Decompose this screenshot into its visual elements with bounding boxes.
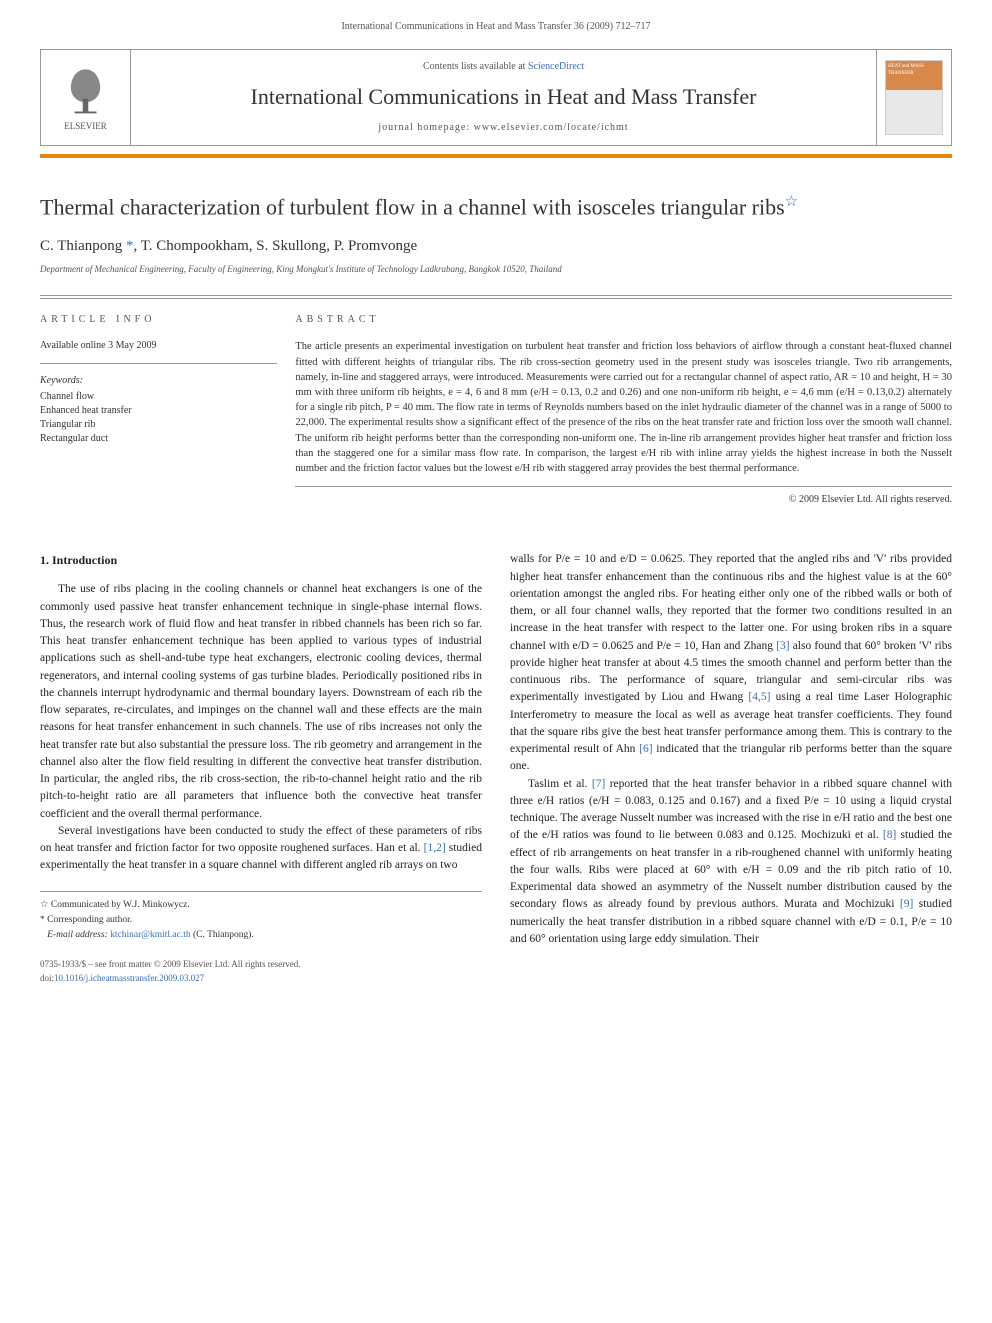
journal-cover-thumb: HEAT and MASS TRANSFER: [885, 60, 943, 135]
email-label: E-mail address:: [47, 930, 110, 940]
abstract-label: ABSTRACT: [295, 313, 952, 327]
footnote-communicated: ☆ Communicated by W.J. Minkowycz.: [40, 898, 482, 912]
citation-link[interactable]: [1,2]: [424, 842, 446, 854]
keyword: Enhanced heat transfer: [40, 404, 277, 418]
citation-link[interactable]: [4,5]: [748, 691, 770, 703]
footnote-symbol: ☆: [40, 900, 49, 910]
running-head: International Communications in Heat and…: [40, 20, 952, 34]
abstract-col: ABSTRACT The article presents an experim…: [295, 298, 952, 521]
citation-link[interactable]: [7]: [592, 778, 605, 790]
masthead-center: Contents lists available at ScienceDirec…: [131, 50, 876, 145]
body-paragraph: walls for P/e = 10 and e/D = 0.0625. The…: [510, 551, 952, 775]
contents-line: Contents lists available at ScienceDirec…: [141, 60, 866, 74]
citation-link[interactable]: [9]: [900, 898, 913, 910]
affiliation: Department of Mechanical Engineering, Fa…: [40, 263, 952, 276]
front-matter-line: 0735-1933/$ – see front matter © 2009 El…: [40, 958, 482, 972]
elsevier-tree-icon: [58, 62, 113, 117]
homepage-prefix: journal homepage:: [378, 122, 473, 133]
text-run: Several investigations have been conduct…: [40, 825, 482, 854]
author-list: C. Thianpong *, T. Chompookham, S. Skull…: [40, 238, 417, 254]
homepage-line: journal homepage: www.elsevier.com/locat…: [141, 121, 866, 135]
footnote-text: Communicated by W.J. Minkowycz.: [49, 900, 190, 910]
body-paragraph: Taslim et al. [7] reported that the heat…: [510, 776, 952, 949]
section-heading: 1. Introduction: [40, 551, 482, 569]
email-link[interactable]: ktchinar@kmitl.ac.th: [110, 930, 191, 940]
title-text: Thermal characterization of turbulent fl…: [40, 194, 785, 219]
text-run: Taslim et al.: [528, 778, 592, 790]
available-online: Available online 3 May 2009: [40, 339, 277, 364]
journal-name: International Communications in Heat and…: [141, 82, 866, 113]
abstract-text: The article presents an experimental inv…: [295, 339, 952, 487]
email-suffix: (C. Thianpong).: [191, 930, 254, 940]
authors: C. Thianpong *, T. Chompookham, S. Skull…: [40, 236, 952, 257]
page-footer: 0735-1933/$ – see front matter © 2009 El…: [40, 958, 482, 985]
keywords-label: Keywords:: [40, 374, 277, 388]
info-abstract-row: ARTICLE INFO Available online 3 May 2009…: [40, 295, 952, 521]
footnotes: ☆ Communicated by W.J. Minkowycz. * Corr…: [40, 891, 482, 943]
body-col-right: walls for P/e = 10 and e/D = 0.0625. The…: [510, 551, 952, 985]
title-note-symbol[interactable]: ☆: [785, 194, 798, 210]
journal-cover-box: HEAT and MASS TRANSFER: [876, 50, 951, 145]
text-run: walls for P/e = 10 and e/D = 0.0625. The…: [510, 553, 952, 651]
footnote-email: E-mail address: ktchinar@kmitl.ac.th (C.…: [40, 928, 482, 942]
corresponding-marker[interactable]: *: [126, 238, 134, 254]
homepage-url[interactable]: www.elsevier.com/locate/ichmt: [474, 122, 629, 133]
publisher-logo-box: ELSEVIER: [41, 50, 131, 145]
article-title: Thermal characterization of turbulent fl…: [40, 193, 952, 222]
footnote-text: Corresponding author.: [45, 915, 132, 925]
article-info-col: ARTICLE INFO Available online 3 May 2009…: [40, 298, 295, 521]
doi-line: doi:10.1016/j.icheatmasstransfer.2009.03…: [40, 972, 482, 986]
doi-link[interactable]: 10.1016/j.icheatmasstransfer.2009.03.027: [54, 973, 204, 983]
body-col-left: 1. Introduction The use of ribs placing …: [40, 551, 482, 985]
article-info-label: ARTICLE INFO: [40, 313, 277, 327]
keyword: Rectangular duct: [40, 432, 277, 446]
citation-link[interactable]: [3]: [776, 640, 789, 652]
sciencedirect-link[interactable]: ScienceDirect: [528, 61, 584, 72]
cover-text: HEAT and MASS TRANSFER: [888, 63, 940, 77]
orange-divider: [40, 154, 952, 158]
text-run: studied the effect of rib arrangements o…: [510, 829, 952, 910]
body-paragraph: The use of ribs placing in the cooling c…: [40, 581, 482, 823]
keyword: Triangular rib: [40, 418, 277, 432]
masthead: ELSEVIER Contents lists available at Sci…: [40, 49, 952, 146]
body-columns: 1. Introduction The use of ribs placing …: [40, 551, 952, 985]
publisher-name: ELSEVIER: [64, 120, 107, 133]
footnote-corresponding: * Corresponding author.: [40, 913, 482, 927]
body-paragraph: Several investigations have been conduct…: [40, 823, 482, 875]
doi-label: doi:: [40, 973, 54, 983]
contents-prefix: Contents lists available at: [423, 61, 528, 72]
abstract-copyright: © 2009 Elsevier Ltd. All rights reserved…: [295, 493, 952, 507]
citation-link[interactable]: [6]: [639, 743, 652, 755]
keyword: Channel flow: [40, 390, 277, 404]
citation-link[interactable]: [8]: [883, 829, 896, 841]
